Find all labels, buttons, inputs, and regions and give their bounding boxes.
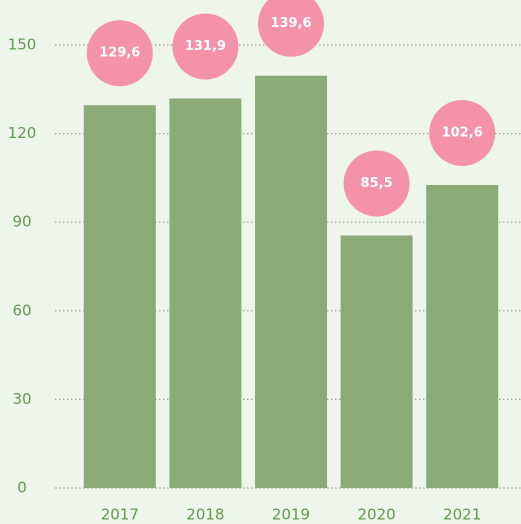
bar [340,235,413,488]
value-label: 129,6 [99,46,140,61]
bar [426,184,499,488]
value-bubble [258,0,324,57]
y-tick-label: 30 [12,390,31,408]
y-tick-label: 60 [12,301,31,319]
value-bubble [429,99,496,166]
x-tick-label: 2021 [443,506,481,524]
value-label: 85,5 [361,176,393,191]
y-tick-label: 90 [12,213,31,231]
value-label: 131,9 [185,39,226,54]
x-tick-label: 2019 [272,506,310,524]
bar [169,98,242,489]
y-tick-label: 0 [17,479,27,497]
bar [83,105,156,489]
value-bubble [172,13,239,80]
x-tick-label: 2018 [186,506,224,524]
bar [255,75,327,489]
y-tick-label: 120 [8,124,37,142]
x-tick-label: 2017 [101,506,139,524]
value-bubble [86,20,153,87]
value-bubble [343,150,410,217]
y-tick-label: 150 [8,36,37,54]
value-label: 102,6 [442,125,483,140]
value-label: 139,6 [270,16,311,31]
x-tick-label: 2020 [358,506,396,524]
